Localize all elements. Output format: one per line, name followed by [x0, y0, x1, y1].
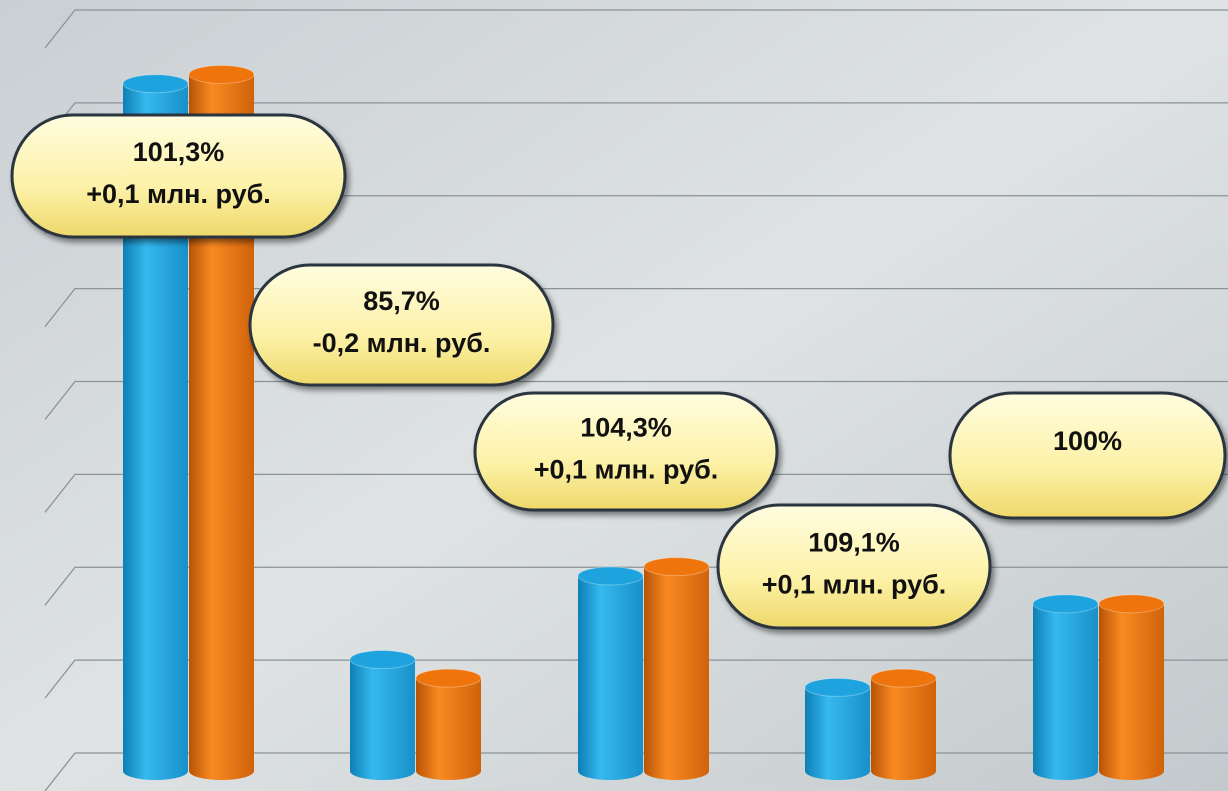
bar-base — [644, 762, 709, 780]
callout-box — [716, 503, 992, 630]
bar — [871, 678, 936, 771]
callout-text: 100% — [1053, 426, 1122, 456]
grid-line — [44, 659, 1228, 699]
grid-line — [44, 287, 1228, 328]
bar-base — [123, 762, 188, 780]
callout-box — [248, 263, 555, 387]
bar-base — [416, 762, 481, 780]
bar — [350, 659, 415, 771]
callout-text: -0,2 млн. руб. — [313, 328, 491, 358]
grid-line — [44, 9, 1228, 49]
callout: 100% — [948, 391, 1227, 520]
bar-base — [1033, 762, 1098, 780]
bar-base — [578, 762, 643, 780]
bar — [1099, 603, 1164, 771]
bar-base — [871, 762, 936, 780]
callout-text: +0,1 млн. руб. — [534, 455, 719, 485]
bar-top — [122, 74, 189, 94]
bar-top — [804, 677, 871, 697]
bar — [416, 678, 481, 771]
callout-text: 104,3% — [580, 413, 672, 443]
bar-top — [870, 668, 937, 688]
bar-base — [350, 762, 415, 780]
bar-top — [349, 650, 416, 670]
bar — [1033, 603, 1098, 771]
bar-top — [188, 64, 255, 84]
bar — [805, 687, 870, 771]
callout-box — [10, 113, 347, 239]
bar-top — [643, 557, 710, 577]
callout-text: +0,1 млн. руб. — [762, 570, 947, 600]
bar-top — [1098, 594, 1165, 614]
bar-base — [805, 762, 870, 780]
callout-text: 101,3% — [133, 137, 225, 167]
bar-top — [577, 566, 644, 586]
bar-top — [1032, 594, 1099, 614]
callout-text: 85,7% — [363, 286, 440, 316]
grid-line — [44, 380, 1228, 420]
callout-text: 109,1% — [808, 528, 900, 558]
bar-top — [415, 668, 482, 688]
callout-text: +0,1 млн. руб. — [86, 179, 271, 209]
callout: 109,1% +0,1 млн. руб. — [716, 503, 992, 630]
callout: 101,3% +0,1 млн. руб. — [10, 113, 347, 239]
callout-box — [473, 391, 779, 512]
bar — [644, 566, 709, 771]
bar — [578, 575, 643, 771]
callout: 85,7% -0,2 млн. руб. — [248, 263, 555, 387]
bar-base — [189, 762, 254, 780]
callout: 104,3% +0,1 млн. руб. — [473, 391, 779, 512]
grid-line — [44, 473, 1228, 513]
bar-base — [1099, 762, 1164, 780]
callout-box — [948, 391, 1227, 520]
